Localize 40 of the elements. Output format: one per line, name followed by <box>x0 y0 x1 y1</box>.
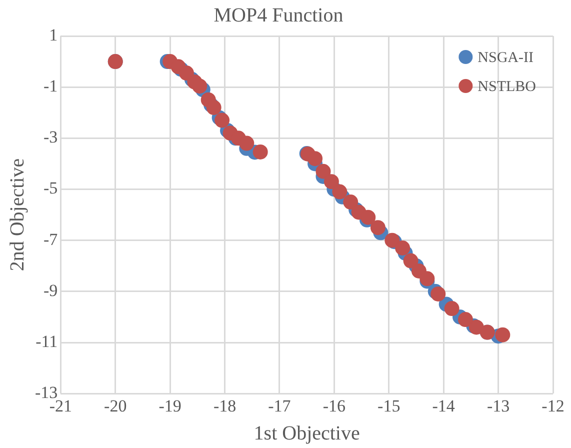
point <box>403 253 418 268</box>
point <box>178 66 194 81</box>
chart-title: MOP4 Function <box>214 4 344 26</box>
point <box>316 164 331 179</box>
x-tick-label: -20 <box>104 396 127 416</box>
x-tick-label: -19 <box>158 396 182 416</box>
point <box>308 151 323 166</box>
legend-label: NSTLBO <box>478 78 536 95</box>
point <box>192 78 208 94</box>
point <box>239 136 254 151</box>
x-tick-label: -16 <box>322 396 346 416</box>
x-tick-label: -13 <box>486 396 510 416</box>
x-tick-label: -17 <box>268 396 292 416</box>
y-axis-title: 2nd Objective <box>6 158 28 272</box>
point <box>495 327 510 342</box>
y-tick-label: -9 <box>43 280 58 300</box>
point <box>324 174 339 190</box>
x-tick-label: -15 <box>378 396 400 416</box>
y-tick-label: -11 <box>36 332 58 351</box>
point <box>430 286 446 302</box>
point <box>370 220 386 236</box>
point <box>252 144 268 160</box>
y-tick-label: 1 <box>49 25 58 44</box>
x-axis-title: 1st Objective <box>254 422 360 444</box>
y-tick-label: -1 <box>43 76 58 96</box>
legend-label: NSGA-II <box>478 50 534 66</box>
x-tick-label: -12 <box>542 396 564 416</box>
x-tick-label: -14 <box>432 396 456 416</box>
point <box>468 320 484 335</box>
y-tick-label: -3 <box>43 128 58 147</box>
point <box>395 240 410 256</box>
point <box>332 184 348 200</box>
point <box>444 301 460 316</box>
y-tick-label: -5 <box>43 178 58 198</box>
point <box>214 112 230 128</box>
point <box>458 312 473 328</box>
point <box>206 100 222 116</box>
y-tick-label: -7 <box>43 230 58 249</box>
x-tick-label: -18 <box>213 396 236 416</box>
point <box>343 194 358 210</box>
